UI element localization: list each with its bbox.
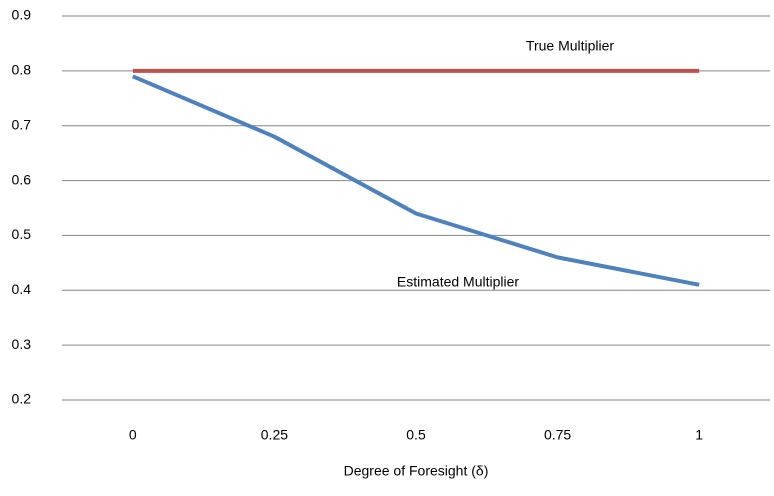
y-tick-label: 0.2 — [12, 391, 32, 407]
y-tick-label: 0.8 — [12, 62, 32, 78]
y-tick-label: 0.5 — [12, 226, 32, 242]
y-tick-label: 0.9 — [12, 7, 32, 23]
x-tick-label: 0.25 — [261, 427, 288, 443]
x-tick-label: 1 — [695, 427, 703, 443]
y-tick-label: 0.4 — [12, 281, 32, 297]
x-tick-label: 0.75 — [544, 427, 571, 443]
series-label: True Multiplier — [526, 38, 615, 54]
series-line — [132, 74, 700, 287]
series-label: Estimated Multiplier — [397, 274, 519, 290]
x-tick-label: 0.5 — [406, 427, 426, 443]
y-tick-label: 0.3 — [12, 336, 32, 352]
x-tick-label: 0 — [129, 427, 137, 443]
y-tick-label: 0.6 — [12, 171, 32, 187]
y-tick-label: 0.7 — [12, 116, 32, 132]
x-axis-title: Degree of Foresight (δ) — [344, 463, 489, 479]
